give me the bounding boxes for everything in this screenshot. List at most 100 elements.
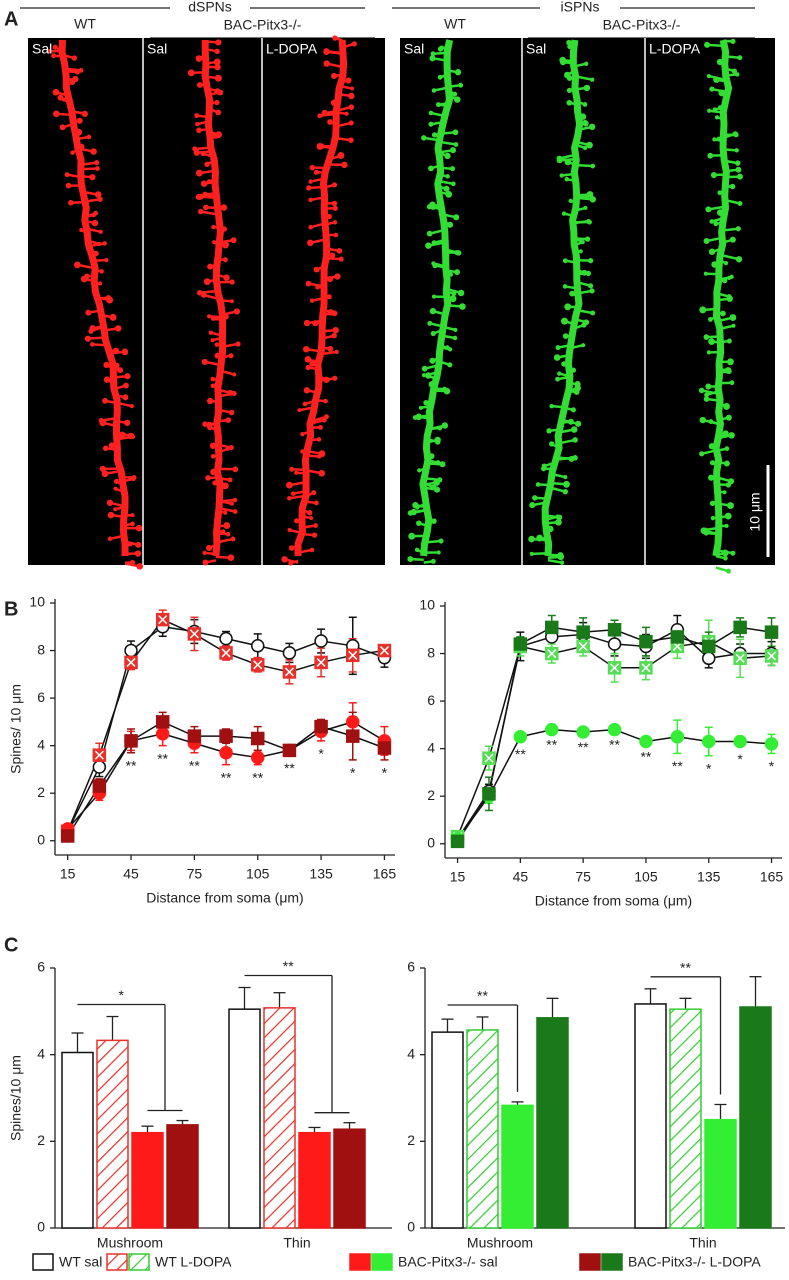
spine-head — [584, 236, 591, 242]
spine-head — [706, 73, 711, 79]
spine-head — [443, 185, 450, 192]
spine-head — [457, 289, 465, 297]
spine-head — [221, 482, 229, 490]
spine-head — [47, 48, 52, 54]
spine-head — [195, 169, 203, 177]
x-tick-label: 75 — [575, 869, 591, 885]
spine-head — [332, 220, 338, 225]
spine-head — [421, 373, 427, 378]
group-title: iSPNs — [561, 0, 600, 15]
spine-head — [210, 338, 215, 343]
spine-head — [428, 121, 434, 127]
spine-head — [735, 226, 741, 232]
spine-head — [294, 518, 300, 524]
spine-head — [316, 437, 322, 442]
spine-head — [580, 240, 585, 245]
significance-label: ** — [680, 960, 691, 976]
significance-label: ** — [157, 750, 168, 766]
marker-hatch — [735, 653, 745, 663]
spine-head — [214, 99, 220, 106]
spine-head — [454, 269, 461, 276]
legend-swatch — [32, 1253, 54, 1271]
spine-head — [327, 309, 334, 316]
spine-head — [729, 236, 736, 243]
marker — [187, 729, 202, 743]
spine-head — [329, 252, 336, 259]
x-tick-label: 105 — [246, 866, 270, 882]
spine-head — [337, 152, 345, 159]
spine-head — [124, 373, 131, 380]
spine-head — [723, 460, 730, 467]
spine-head — [348, 92, 355, 100]
spine-head — [302, 345, 310, 353]
spine-head — [135, 541, 142, 548]
spine-head — [303, 319, 311, 327]
spine-head — [303, 387, 311, 394]
spine-head — [559, 56, 567, 64]
spine-head — [716, 58, 724, 66]
spine — [719, 324, 734, 331]
spine — [289, 494, 307, 500]
spine-head — [559, 560, 565, 565]
spine-head — [569, 290, 576, 297]
spine-head — [84, 335, 91, 342]
spine-head — [723, 261, 729, 266]
spine-head — [214, 88, 221, 95]
x-tick-label: 135 — [309, 866, 333, 882]
spine-head — [703, 271, 708, 276]
spine-head — [113, 478, 119, 484]
spine-head — [709, 86, 715, 92]
spine — [220, 369, 235, 376]
spine-head — [736, 173, 743, 180]
spine — [310, 177, 326, 183]
spine — [200, 210, 218, 216]
significance-label: * — [318, 746, 324, 762]
spine-head — [196, 127, 202, 134]
spine-head — [90, 148, 97, 155]
spine-head — [433, 479, 440, 486]
spine-head — [699, 416, 706, 424]
spine-head — [561, 211, 567, 216]
spine-head — [447, 362, 453, 368]
marker — [482, 787, 496, 801]
spine — [216, 537, 234, 544]
marker — [701, 651, 716, 666]
marker — [513, 730, 528, 744]
marker-hatch — [767, 651, 777, 661]
micrograph: Sal — [143, 38, 262, 566]
x-tick-label: 165 — [373, 866, 397, 882]
x-tick-label: Thin — [689, 1235, 716, 1251]
spine — [217, 392, 235, 398]
marker-hatch — [379, 646, 389, 656]
spine-head — [130, 513, 135, 518]
spine-head — [707, 152, 714, 159]
bar — [298, 1131, 331, 1229]
marker — [250, 750, 265, 765]
spine-head — [206, 314, 212, 319]
spine-head — [566, 87, 573, 94]
y-tick-label: 6 — [37, 689, 45, 705]
spine-head — [429, 357, 436, 364]
spine-head — [214, 74, 222, 82]
y-tick-label: 0 — [407, 1219, 415, 1235]
marker — [639, 734, 653, 749]
spine-head — [590, 77, 595, 82]
spine-head — [439, 461, 446, 468]
spine — [218, 507, 236, 513]
spine-head — [555, 518, 562, 526]
significance-label: ** — [221, 769, 232, 785]
marker — [219, 729, 233, 743]
x-tick-label: 45 — [123, 866, 139, 882]
spine-head — [452, 129, 459, 136]
spine-head — [206, 397, 214, 405]
spine-head — [441, 386, 448, 392]
spine-head — [297, 408, 302, 413]
spine-head — [426, 204, 433, 210]
spine-head — [416, 520, 422, 526]
spine-head — [195, 55, 203, 62]
spine-head — [205, 475, 211, 481]
micrograph: Sal — [28, 38, 144, 570]
marker-hatch — [348, 650, 358, 660]
legend-swatch — [106, 1253, 128, 1271]
spine-head — [575, 420, 582, 427]
